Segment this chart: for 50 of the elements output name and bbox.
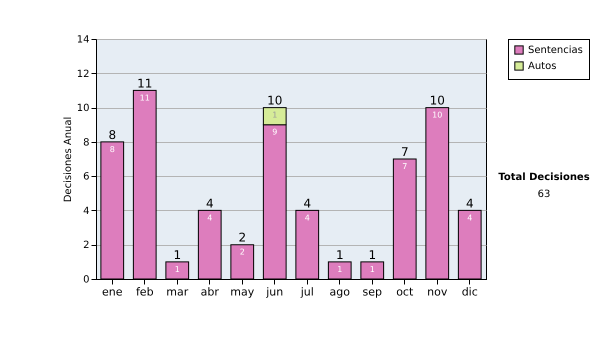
x-tick-label: sep [362,286,382,298]
y-tick-label: 0 [83,274,90,286]
total-label: 4 [303,196,312,210]
data-label: 8 [110,144,115,154]
x-tick-label: jul [300,286,314,298]
total-label: 1 [173,248,182,262]
total-label: 7 [400,145,409,159]
x-tick-label: jun [265,286,284,298]
data-label: 1 [337,264,342,274]
x-tick-label: dic [462,286,478,298]
data-label: 4 [467,213,472,222]
x-tick-label: may [230,286,255,298]
total-label: 4 [466,196,474,210]
y-tick-label: 6 [83,172,90,183]
x-tick-label: ago [330,286,350,298]
x-tick-label: mar [166,286,189,298]
data-label: 4 [207,213,212,222]
y-tick-label: 10 [76,103,90,114]
data-label: 10 [432,110,442,120]
legend-label: Autos [528,61,556,72]
x-tick-label: nov [427,286,448,298]
text: Total Decisiones [497,172,591,183]
data-label: 11 [140,93,150,102]
y-tick-label: 14 [76,34,90,46]
x-tick-label: ene [102,286,123,298]
x-tick-label: abr [200,286,220,298]
text: 63 [536,189,552,200]
total-label: 10 [430,94,445,108]
y-tick-label: 12 [76,68,90,80]
x-tick-label: feb [136,286,154,298]
data-label: 9 [272,128,278,137]
total-label: 8 [108,128,116,142]
total-label: 1 [336,248,344,262]
total-label: 4 [206,196,214,210]
y-tick-label: 2 [83,240,90,252]
total-label: 2 [238,230,246,245]
x-tick-label: oct [396,286,414,298]
data-label: 1 [272,110,278,120]
data-label: 7 [402,162,408,171]
data-label: 2 [240,248,245,257]
total-label: 10 [267,94,282,108]
data-label: 4 [304,213,310,222]
total-label: 1 [368,248,376,262]
y-tick-label: 4 [83,206,90,217]
data-label: 1 [370,264,375,274]
legend-label: Sentencias [528,45,583,56]
y-axis-title: Decisiones Anual [62,116,74,202]
y-tick-label: 8 [83,137,90,148]
data-label: 1 [174,264,180,274]
total-label: 11 [137,76,152,90]
